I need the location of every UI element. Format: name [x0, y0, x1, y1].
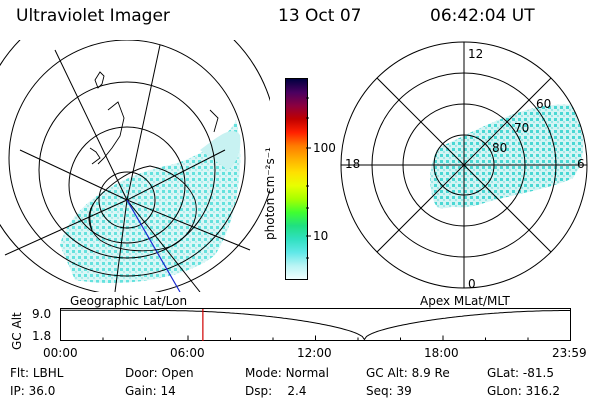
xtick-label-0000: 00:00: [43, 346, 78, 360]
status-gain-value: 14: [160, 384, 176, 398]
altitude-curve: [60, 309, 571, 341]
status-glon: GLon: 316.2: [487, 384, 560, 398]
status-mode-value: Normal: [285, 366, 329, 380]
geographic-label: Geographic Lat/Lon: [70, 294, 188, 308]
altitude-ytick-bottom: 1.8: [32, 329, 52, 343]
meridian-lines: [4, 44, 251, 292]
mlat-label-60: 60: [536, 97, 552, 111]
altitude-ytick-top: 9.0: [32, 307, 52, 321]
apex-map: [340, 41, 588, 289]
sun-direction-line: [126, 199, 181, 292]
mlat-label-70: 70: [514, 121, 530, 135]
status-flt: Flt: LBHL: [10, 366, 64, 380]
status-glat: GLat: -81.5: [487, 366, 554, 380]
status-glat-value: -81.5: [522, 366, 554, 380]
status-ip-value: 36.0: [28, 384, 56, 398]
status-seq-value: 39: [396, 384, 412, 398]
xtick-label-1200: 12:00: [297, 346, 332, 360]
aurora-data-left: [60, 120, 241, 283]
apex-label: Apex MLat/MLT: [420, 294, 510, 308]
altitude-xticks: [60, 335, 571, 341]
status-gcalt: GC Alt: 8.9 Re: [366, 366, 450, 380]
status-seq: Seq: 39: [366, 384, 412, 398]
instrument-title: Ultraviolet Imager: [16, 6, 170, 26]
status-gcalt-value: 8.9 Re: [411, 366, 450, 380]
status-door: Door: Open: [125, 366, 194, 380]
mlt-label-bottom: 0: [468, 277, 476, 291]
status-door-value: Open: [161, 366, 194, 380]
altitude-axis-label: GC Alt: [10, 312, 24, 350]
colorbar-axis: [306, 97, 311, 259]
coastlines: [88, 71, 219, 252]
mlt-label-left: 18: [345, 157, 361, 171]
xtick-label-0600: 06:00: [170, 346, 205, 360]
status-mode: Mode: Normal: [245, 366, 329, 380]
xtick-label-2359: 23:59: [552, 346, 587, 360]
geographic-map: [0, 40, 270, 292]
time-label: 06:42:04 UT: [430, 6, 535, 26]
status-ip: IP: 36.0: [10, 384, 56, 398]
aurora-fringe-left: [200, 130, 241, 170]
xtick-label-1800: 18:00: [424, 346, 459, 360]
mlat-label-80: 80: [492, 141, 508, 155]
colorbar-unit-label: photon cm⁻²s⁻¹: [263, 147, 277, 240]
colorbar-tick-label-10: 10: [313, 229, 329, 243]
status-flt-value: LBHL: [32, 366, 64, 380]
status-gain: Gain: 14: [125, 384, 176, 398]
status-glon-value: 316.2: [525, 384, 560, 398]
altitude-plot: [60, 308, 571, 341]
status-dsp: Dsp: 2.4: [245, 384, 307, 398]
colorbar: [285, 78, 308, 280]
date-label: 13 Oct 07: [278, 6, 362, 26]
status-dsp-value: 2.4: [287, 384, 307, 398]
mlt-label-right: 6: [577, 157, 585, 171]
mlt-label-top: 12: [468, 47, 484, 61]
mlt-meridians: [341, 42, 587, 288]
colorbar-tick-label-100: 100: [313, 141, 336, 155]
